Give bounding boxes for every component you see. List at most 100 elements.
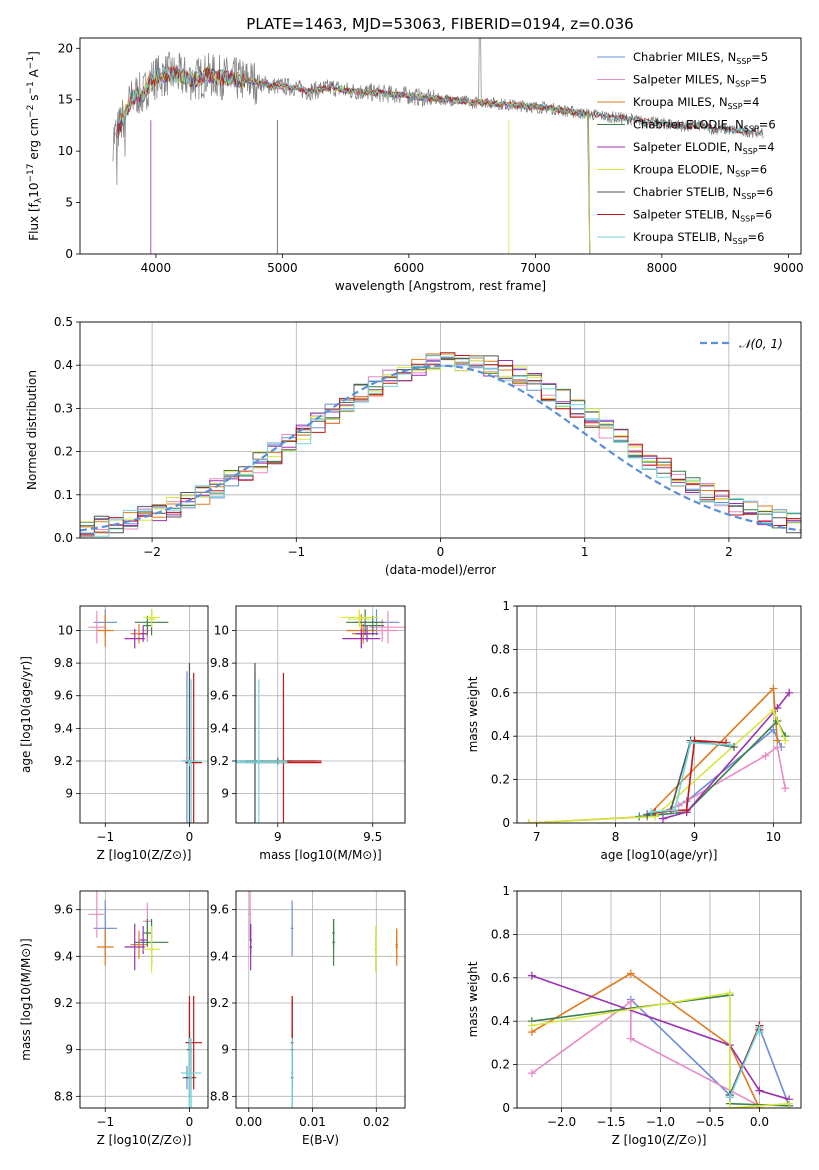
x-tick-label: 9.5 <box>363 830 382 844</box>
panel-residuals: −2 −1 0 1 2 0.0 0.1 0.2 0.3 0.4 0.5 (data-model)/er… <box>25 315 802 577</box>
y-tick-label: 9.6 <box>210 903 229 917</box>
y-tick-label: 10 <box>58 623 73 637</box>
y-tick-label: 9 <box>65 787 73 801</box>
model-spectrum-line <box>115 66 591 254</box>
mass-weight-marker <box>725 1104 734 1108</box>
mass-weight-marker <box>755 1086 764 1095</box>
mass-weight-line <box>531 974 790 1101</box>
y-tick-label: 15 <box>58 93 73 107</box>
mass-weight-marker <box>670 805 679 814</box>
x-tick-label: 0 <box>186 830 194 844</box>
y-tick-label: 1 <box>502 884 510 898</box>
mass-weight-marker <box>686 738 695 747</box>
x-tick-label: 9 <box>691 830 699 844</box>
mass-weight-marker <box>769 706 778 715</box>
mass-weight-marker <box>726 740 734 749</box>
x-axis-label: Z [log10(Z/Z⊙)] <box>97 1133 192 1147</box>
mass-weight-marker <box>781 736 790 745</box>
x-tick-label: 0.02 <box>363 1115 390 1129</box>
legend-label: Salpeter MILES, NSSP=5 <box>633 73 767 89</box>
y-axis-label: mass weight <box>466 961 480 1037</box>
y-tick-label: 0.1 <box>54 488 73 502</box>
y-tick-label: 9.4 <box>210 721 229 735</box>
y-tick-label: 9.2 <box>210 754 229 768</box>
y-tick-label: 0.4 <box>491 1014 510 1028</box>
model-spectrum-line <box>116 66 591 254</box>
axes-frame <box>516 890 802 1109</box>
axes-frame <box>79 321 802 539</box>
mass-weight-line <box>528 708 786 823</box>
legend-label: Salpeter STELIB, NSSP=6 <box>633 208 772 224</box>
mass-weight-marker <box>527 971 536 980</box>
x-tick-label: 7000 <box>520 261 551 275</box>
model-spectrum-line <box>117 66 764 136</box>
y-axis-label: Flux [fλ10−17 erg cm−2 s−1 A−1] <box>26 51 44 241</box>
plot-area <box>236 609 405 823</box>
axes-frame <box>516 605 802 824</box>
x-tick-label: −1.5 <box>596 1115 625 1129</box>
x-tick-label: 0.00 <box>235 1115 262 1129</box>
normal-distribution-curve <box>80 364 801 532</box>
y-tick-label: 9.2 <box>210 996 229 1010</box>
x-tick-label: −1 <box>96 830 114 844</box>
x-tick-label: 1 <box>581 545 589 559</box>
y-tick-label: 9.8 <box>54 656 73 670</box>
x-axis-label: wavelength [Angstrom, rest frame] <box>335 279 546 293</box>
y-tick-label: 9.2 <box>54 996 73 1010</box>
y-tick-label: 0 <box>65 247 73 261</box>
mass-weight-marker <box>527 1069 536 1078</box>
y-tick-label: 20 <box>58 41 73 55</box>
x-tick-label: 9 <box>274 830 282 844</box>
mass-weight-line <box>662 692 790 820</box>
legend-label: 𝒩(0, 1) <box>739 337 783 351</box>
x-tick-label: −1 <box>287 545 305 559</box>
mass-weight-marker <box>725 988 734 997</box>
y-tick-label: 9.4 <box>210 949 229 963</box>
y-tick-label: 1 <box>502 599 510 613</box>
model-spectrum-line <box>118 66 763 135</box>
mass-weight-marker <box>658 814 667 823</box>
x-tick-label: 0 <box>186 1115 194 1129</box>
panel-massweight_vs_age: 7 8 9 10 0 0.2 0.4 0.6 0.8 1 age [log10(age/yr)] ma… <box>466 599 802 862</box>
mass-weight-marker <box>682 805 691 814</box>
y-tick-label: 0.5 <box>54 315 73 329</box>
y-tick-label: 9 <box>65 1043 73 1057</box>
y-tick-label: 0.3 <box>54 401 73 415</box>
x-axis-label: age [log10(age/yr)] <box>601 848 718 862</box>
y-tick-label: 9.8 <box>210 656 229 670</box>
y-tick-label: 0.0 <box>54 531 73 545</box>
mass-weight-marker <box>725 1093 734 1102</box>
x-tick-label: −2 <box>143 545 161 559</box>
y-tick-label: 0.2 <box>54 445 73 459</box>
plot-area <box>524 684 794 823</box>
legend-label: Chabrier STELIB, NSSP=6 <box>633 185 773 201</box>
mass-weight-marker <box>626 1034 635 1043</box>
y-axis-label: mass weight <box>466 676 480 752</box>
y-tick-label: 0.8 <box>491 927 510 941</box>
x-tick-label: 7 <box>533 830 541 844</box>
mass-weight-line <box>651 741 731 813</box>
y-tick-label: 9.2 <box>54 754 73 768</box>
panel-spectrum: 4000 5000 6000 7000 8000 9000 0 5 10 15 20 waveleng… <box>26 37 804 293</box>
x-tick-label: 10 <box>766 830 781 844</box>
residual-histogram <box>80 357 801 531</box>
panel-mass_vs_ebv: 0.00 0.01 0.02 8.8 9 9.2 9.4 9.6 E(B-V) <box>210 890 406 1147</box>
x-tick-label: 8000 <box>647 261 678 275</box>
legend-label: Kroupa STELIB, NSSP=6 <box>633 230 764 246</box>
x-tick-label: −1 <box>96 1115 114 1129</box>
legend-label: Kroupa MILES, NSSP=4 <box>633 95 759 111</box>
y-axis-label: mass [log10(M/M⊙)] <box>19 938 33 1060</box>
x-tick-label: 4000 <box>141 261 172 275</box>
mass-weight-marker <box>626 997 635 1006</box>
y-tick-label: 9.6 <box>54 689 73 703</box>
x-tick-label: −0.5 <box>695 1115 724 1129</box>
mass-weight-line <box>531 1000 760 1107</box>
legend-label: Salpeter ELODIE, NSSP=4 <box>633 140 775 156</box>
mass-weight-marker <box>729 743 738 752</box>
x-tick-label: 9000 <box>773 261 804 275</box>
mass-weight-marker <box>785 688 794 697</box>
plot-area <box>80 352 801 537</box>
mass-weight-marker <box>524 819 533 823</box>
y-tick-label: 8.8 <box>210 1089 229 1103</box>
x-tick-label: 0.01 <box>299 1115 326 1129</box>
